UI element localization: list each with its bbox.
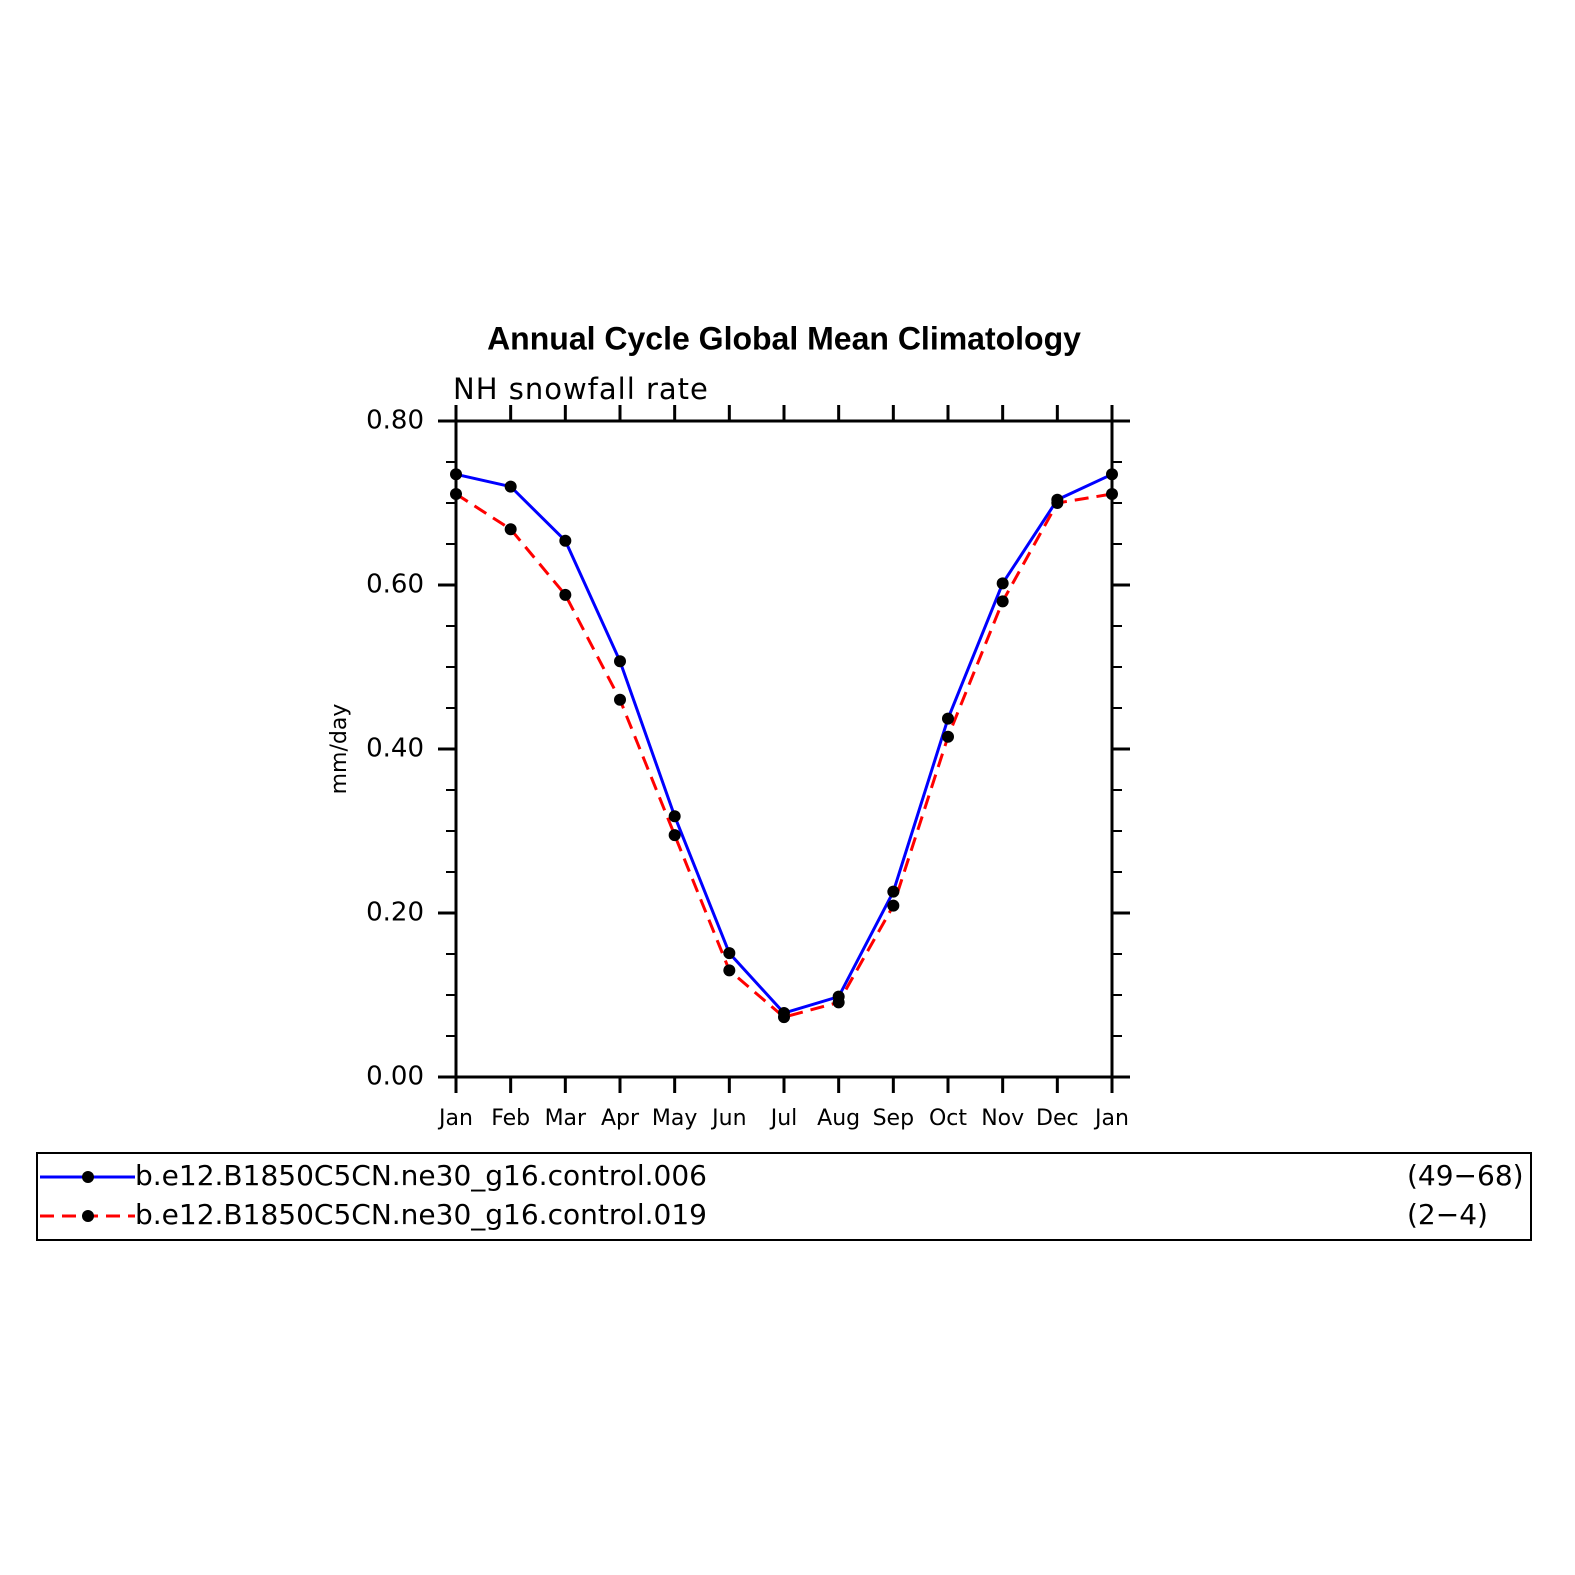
series-line: [455, 472, 1113, 1015]
point-marker: [504, 480, 517, 493]
plot-frame: [454, 419, 1114, 1079]
x-tick-label: Jan: [437, 1106, 473, 1131]
point-marker: [668, 810, 681, 823]
subtitle: NH snowfall rate: [453, 372, 709, 406]
chart-title: Annual Cycle Global Mean Climatology: [487, 320, 1081, 356]
y-tick-label: 0.00: [366, 1062, 424, 1092]
point-marker: [668, 829, 681, 842]
point-marker: [1106, 487, 1118, 500]
point-marker: [887, 899, 900, 912]
x-tick-label: Jan: [1093, 1106, 1129, 1131]
series-line: [455, 492, 1113, 1019]
x-tick-label: May: [652, 1106, 697, 1131]
legend-label: b.e12.B1850C5CN.ne30_g16.control.019: [135, 1198, 707, 1231]
y-tick-label: 0.60: [366, 570, 424, 600]
y-tick-label: 0.20: [366, 898, 424, 928]
y-tick-label: 0.40: [366, 734, 424, 764]
y-tick-label: 0.80: [366, 406, 424, 436]
y-axis-label: mm/day: [327, 704, 352, 795]
legend-box: [36, 1152, 1532, 1241]
point-marker: [559, 534, 572, 547]
point-marker: [1051, 497, 1064, 509]
point-marker: [614, 655, 626, 668]
x-tick-label: Dec: [1036, 1106, 1079, 1131]
point-marker: [450, 487, 462, 500]
point-marker: [942, 712, 954, 725]
legend-marker: [82, 1171, 94, 1183]
x-tick-label: Jun: [710, 1106, 746, 1131]
x-tick-label: Feb: [491, 1106, 530, 1131]
point-marker: [942, 730, 954, 743]
point-marker: [996, 595, 1009, 608]
legend-range: (49−68): [1407, 1159, 1524, 1192]
point-marker: [996, 577, 1009, 590]
x-tick-label: Oct: [929, 1106, 967, 1131]
x-tick-label: Mar: [545, 1106, 587, 1131]
x-tick-label: Sep: [873, 1106, 914, 1131]
point-marker: [887, 885, 900, 898]
point-marker: [1106, 468, 1118, 481]
point-marker: [778, 1011, 790, 1024]
point-marker: [723, 947, 736, 960]
legend-range: (2−4): [1407, 1198, 1488, 1231]
point-marker: [450, 468, 462, 481]
legend-marker: [82, 1210, 94, 1222]
legend-label: b.e12.B1850C5CN.ne30_g16.control.006: [135, 1159, 707, 1192]
x-tick-label: Nov: [981, 1106, 1024, 1131]
x-tick-label: Apr: [601, 1106, 640, 1131]
x-tick-label: Jul: [769, 1106, 798, 1131]
point-marker: [723, 964, 736, 977]
point-marker: [504, 523, 517, 536]
x-tick-label: Aug: [817, 1106, 860, 1131]
point-marker: [614, 693, 626, 706]
point-marker: [559, 588, 572, 601]
point-marker: [832, 996, 845, 1009]
